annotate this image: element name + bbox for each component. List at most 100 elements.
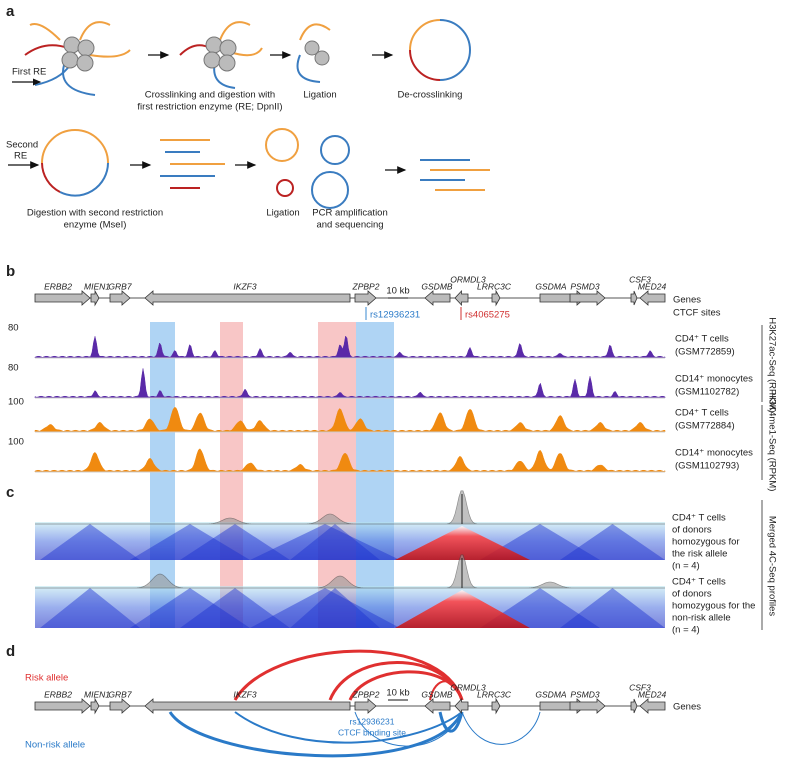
second-re: Second (6, 140, 38, 151)
gene (90, 289, 100, 307)
gene (424, 698, 451, 714)
track-cell: CD14⁺ monocytes (675, 448, 753, 459)
profile-label: non-risk allele (672, 613, 731, 624)
track-id: (GSM1102782) (675, 387, 739, 398)
gene-name: GSDMB (421, 689, 453, 699)
signal-track (34, 368, 666, 399)
gene (491, 289, 501, 307)
gene-name: IKZF3 (233, 689, 256, 699)
gene-name: ORMDL3 (450, 682, 486, 692)
snp-note: CTCF binding site (338, 727, 406, 737)
track-max: 80 (8, 363, 19, 374)
a-diagram-1 (12, 21, 131, 96)
heatmap-domain (180, 524, 290, 560)
gene-name: GRB7 (108, 689, 131, 699)
gene-name: MED24 (638, 281, 667, 291)
risk-label: Risk allele (25, 673, 68, 684)
gene (144, 698, 351, 714)
snp-note: rs12936231 (350, 716, 395, 726)
a-diagram-3 (41, 128, 490, 209)
scale-label: 10 kb (386, 688, 409, 699)
profile-label: CD4⁺ T cells (672, 513, 726, 524)
panel-label: c (6, 484, 14, 501)
gene (454, 697, 469, 715)
a-diagram-2 (179, 19, 471, 89)
gene (109, 698, 131, 714)
profile-label: homozygous for the (672, 601, 755, 612)
scale-label: 10 kb (386, 286, 409, 297)
caption: PCR amplification (312, 208, 388, 219)
gene-name: IKZF3 (233, 281, 256, 291)
interaction-arcs (168, 649, 541, 758)
track-id: (GSM1102793) (675, 461, 739, 472)
gene (630, 290, 638, 306)
caption: enzyme (MseI) (64, 220, 127, 231)
snp: rs12936231 (370, 310, 420, 321)
track-max: 100 (8, 397, 24, 408)
4c-profile (35, 554, 665, 589)
heatmap-domain (250, 524, 400, 560)
genes-label: Genes (673, 295, 701, 306)
gene (34, 290, 91, 306)
heatmap-domain (40, 524, 140, 560)
gene (354, 290, 377, 306)
heatmap-domain (290, 524, 380, 560)
heatmap-viewpoint (395, 590, 530, 628)
gene (144, 290, 351, 306)
gene (354, 698, 377, 714)
track-max: 100 (8, 437, 24, 448)
first-re: First RE (12, 67, 46, 78)
gene-name: MED24 (638, 689, 667, 699)
gene-name: MIEN1 (84, 281, 110, 291)
gene (109, 290, 131, 306)
gene-name: ZPBP2 (352, 689, 380, 699)
panel-label: d (6, 643, 15, 660)
gene (569, 290, 606, 306)
profile-label: (n = 4) (672, 625, 700, 636)
profile-label: the risk allele (672, 549, 727, 560)
4c-profile (35, 490, 665, 525)
gene-name: LRRC3C (477, 689, 512, 699)
snp: rs4065275 (465, 310, 510, 321)
ctcf-label: CTCF sites (673, 308, 721, 319)
heatmap-domain (130, 524, 250, 560)
gene (630, 698, 638, 714)
track-id: (GSM772859) (675, 347, 735, 358)
heatmap-bg (35, 522, 665, 560)
panel-label: b (6, 263, 15, 280)
gene-name: ZPBP2 (352, 281, 380, 291)
gene (34, 698, 91, 714)
group-label: H3K4me1-Seq (RPKM) (766, 393, 777, 492)
profile-label: of donors (672, 589, 712, 600)
a-arrows (8, 51, 407, 174)
heatmap-domain (180, 588, 290, 628)
signal-track (34, 407, 666, 433)
gene-name: PSMD3 (570, 281, 600, 291)
gene (639, 290, 666, 306)
gene-name: MIEN1 (84, 689, 110, 699)
track-id: (GSM772884) (675, 421, 735, 432)
group-label: Merged 4C-Seq profiles (766, 516, 777, 617)
gene-name: ERBB2 (44, 689, 72, 699)
heatmap-domain (130, 588, 250, 628)
genes-label: Genes (673, 702, 701, 713)
profile-label: (n = 4) (672, 561, 700, 572)
gene-name: GRB7 (108, 281, 131, 291)
gene-name: GSDMA (535, 689, 567, 699)
caption: and sequencing (316, 220, 383, 231)
gene-name: CSF3 (629, 682, 651, 692)
caption: first restriction enzyme (RE; DpnII) (137, 102, 282, 113)
caption: Ligation (266, 208, 299, 219)
heatmap-bg (35, 586, 665, 628)
gene (454, 289, 469, 307)
highlight-bands (150, 322, 394, 628)
heatmap-viewpoint (395, 526, 530, 560)
heatmap-domain (290, 588, 380, 628)
gene (424, 290, 451, 306)
gene-name: GSDMA (535, 281, 567, 291)
track-cell: CD14⁺ monocytes (675, 374, 753, 385)
gene-name: ORMDL3 (450, 274, 486, 284)
